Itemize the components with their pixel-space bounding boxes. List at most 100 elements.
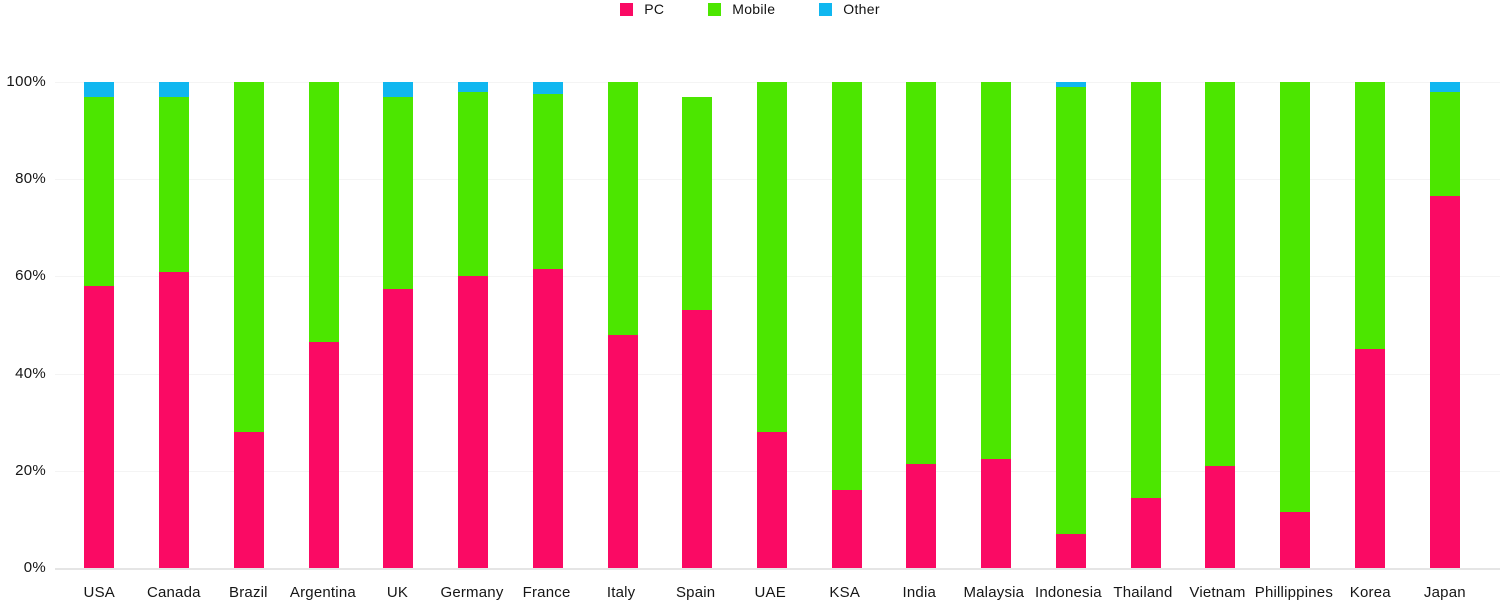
x-axis-label-indonesia: Indonesia	[1034, 584, 1102, 601]
bar-usa	[84, 82, 115, 568]
bar-segment-mobile-brazil	[233, 82, 264, 432]
bar-uk	[383, 82, 414, 568]
bar-cell-canada	[137, 82, 212, 568]
bar-segment-mobile-vietnam	[1205, 82, 1236, 466]
bar-segment-mobile-phillippines	[1280, 82, 1311, 513]
bar-segment-mobile-canada	[159, 96, 190, 272]
bars-container	[62, 82, 1482, 568]
legend-item-mobile: Mobile	[708, 1, 775, 17]
x-axis-label-korea: Korea	[1349, 584, 1391, 601]
bar-cell-italy	[585, 82, 660, 568]
bar-segment-other-japan	[1429, 82, 1460, 92]
x-axis-label-vietnam: Vietnam	[1189, 584, 1246, 601]
x-axis-labels: USA Canada Brazil Argentina UK Germany France I…	[62, 584, 1482, 601]
legend-swatch-other	[819, 2, 833, 16]
bar-segment-pc-malaysia	[981, 458, 1012, 568]
bar-thailand	[1130, 82, 1161, 568]
bar-segment-mobile-france	[532, 94, 563, 270]
bar-cell-brazil	[211, 82, 286, 568]
bar-segment-pc-uk	[383, 288, 414, 568]
bar-segment-pc-ksa	[831, 490, 862, 568]
bar-cell-korea	[1332, 82, 1407, 568]
bar-cell-uk	[361, 82, 436, 568]
x-axis-label-italy: Italy	[606, 584, 636, 601]
legend-item-pc: PC	[620, 1, 664, 17]
bar-segment-pc-spain	[682, 310, 713, 568]
bar-france	[532, 82, 563, 568]
bar-segment-mobile-usa	[84, 96, 115, 287]
y-axis-tick-label: 100%	[6, 73, 46, 90]
bar-segment-other-germany	[458, 82, 489, 92]
bar-segment-mobile-italy	[607, 82, 638, 335]
legend: PC Mobile Other	[0, 0, 1500, 18]
x-axis-label-thailand: Thailand	[1113, 584, 1173, 601]
y-axis-tick-label: 20%	[15, 462, 46, 479]
bar-segment-pc-phillippines	[1280, 512, 1311, 568]
bar-malaysia	[981, 82, 1012, 568]
legend-label: PC	[644, 1, 665, 17]
legend-label: Other	[843, 1, 880, 17]
bar-cell-japan	[1407, 82, 1482, 568]
x-axis-label-india: India	[902, 584, 937, 601]
bar-segment-other-france	[532, 82, 563, 95]
bar-segment-mobile-thailand	[1130, 82, 1161, 498]
bar-korea	[1354, 82, 1385, 568]
bar-segment-pc-brazil	[233, 431, 264, 568]
bar-cell-spain	[660, 82, 735, 568]
legend-item-other: Other	[819, 1, 880, 17]
bar-segment-pc-argentina	[308, 342, 339, 568]
bar-cell-uae	[735, 82, 810, 568]
bar-segment-pc-korea	[1354, 349, 1385, 568]
bar-segment-mobile-malaysia	[981, 82, 1012, 459]
bar-italy	[607, 82, 638, 568]
bar-segment-pc-france	[532, 269, 563, 568]
legend-swatch-mobile	[708, 2, 722, 16]
bar-segment-mobile-spain	[682, 96, 713, 311]
x-axis-label-brazil: Brazil	[229, 584, 268, 601]
x-axis-label-ksa: KSA	[829, 584, 861, 601]
bar-cell-usa	[62, 82, 137, 568]
y-axis-tick-label: 80%	[15, 170, 46, 187]
x-axis-label-argentina: Argentina	[289, 584, 356, 601]
bar-segment-pc-italy	[607, 334, 638, 568]
bar-cell-vietnam	[1183, 82, 1258, 568]
bar-segment-mobile-germany	[458, 91, 489, 277]
x-axis-label-japan: Japan	[1423, 584, 1466, 601]
bar-uae	[756, 82, 787, 568]
x-axis-label-phillippines: Phillippines	[1254, 584, 1334, 601]
bar-india	[906, 82, 937, 568]
x-axis-label-uae: UAE	[754, 584, 786, 601]
bar-segment-mobile-indonesia	[1055, 86, 1086, 534]
y-axis-tick-label: 0%	[23, 559, 46, 576]
bar-cell-malaysia	[959, 82, 1034, 568]
bar-segment-mobile-uk	[383, 96, 414, 289]
x-axis-label-france: France	[522, 584, 571, 601]
bar-cell-argentina	[286, 82, 361, 568]
bar-ksa	[831, 82, 862, 568]
bar-segment-pc-japan	[1429, 196, 1460, 568]
bar-segment-other-canada	[159, 82, 190, 97]
x-axis-label-canada: Canada	[146, 584, 201, 601]
bar-segment-pc-india	[906, 463, 937, 568]
bar-brazil	[233, 82, 264, 568]
bar-segment-pc-canada	[159, 271, 190, 568]
bar-segment-pc-indonesia	[1055, 533, 1086, 568]
bar-spain	[682, 96, 713, 568]
x-axis-label-spain: Spain	[675, 584, 716, 601]
y-axis-tick-label: 40%	[15, 365, 46, 382]
bar-phillippines	[1280, 82, 1311, 568]
bar-segment-mobile-ksa	[831, 82, 862, 491]
bar-segment-mobile-india	[906, 82, 937, 464]
x-axis-label-malaysia: Malaysia	[963, 584, 1025, 601]
bar-segment-other-uk	[383, 82, 414, 97]
bar-cell-ksa	[809, 82, 884, 568]
bar-segment-mobile-argentina	[308, 82, 339, 343]
bar-segment-mobile-japan	[1429, 91, 1460, 197]
bar-cell-phillippines	[1258, 82, 1333, 568]
gridline-0	[55, 568, 1500, 570]
bar-cell-france	[510, 82, 585, 568]
x-axis-label-uk: UK	[386, 584, 409, 601]
bar-segment-mobile-uae	[756, 82, 787, 432]
bar-segment-other-usa	[84, 82, 115, 97]
